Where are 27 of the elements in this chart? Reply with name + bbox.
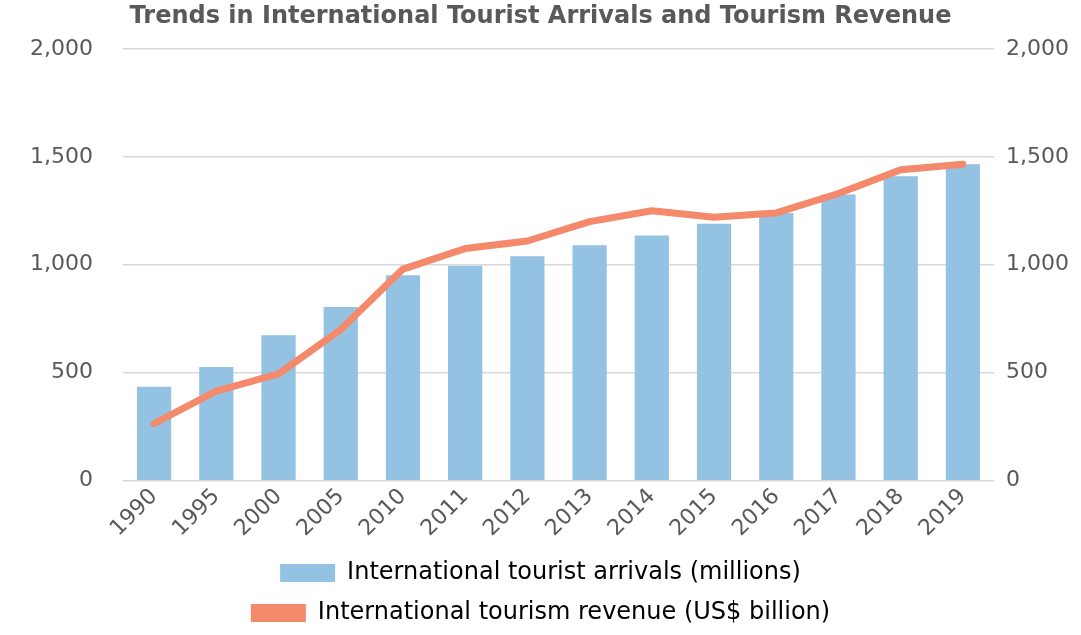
bar xyxy=(572,245,607,480)
y-tick-label: 1,000 xyxy=(30,250,93,276)
bar xyxy=(945,164,981,480)
y2-tick-label: 500 xyxy=(1006,358,1049,384)
bar xyxy=(821,194,856,480)
bar xyxy=(448,265,483,480)
bar xyxy=(136,386,172,480)
y-tick-label: 2,000 xyxy=(30,34,93,60)
y2-tick-label: 0 xyxy=(1006,466,1021,492)
legend-label: International tourism revenue (US$ billion) xyxy=(317,597,831,626)
bar xyxy=(883,176,918,480)
bar xyxy=(323,307,358,480)
bar xyxy=(510,256,545,480)
y-tick-label: 500 xyxy=(50,358,93,384)
bar xyxy=(634,235,669,480)
y-tick-label: 1,500 xyxy=(30,142,93,168)
chart-title: Trends in International Tourist Arrivals and Tourism Revenue xyxy=(129,0,952,29)
legend-label: International tourist arrivals (millions) xyxy=(347,557,801,586)
y-tick-label: 0 xyxy=(78,466,93,492)
bar xyxy=(385,275,421,480)
y2-tick-label: 1,500 xyxy=(1006,142,1069,168)
y2-tick-label: 1,000 xyxy=(1006,250,1069,276)
bar xyxy=(199,366,234,480)
bar xyxy=(261,335,296,480)
y2-tick-label: 2,000 xyxy=(1006,34,1069,60)
bar xyxy=(696,223,732,480)
bar xyxy=(759,212,794,480)
